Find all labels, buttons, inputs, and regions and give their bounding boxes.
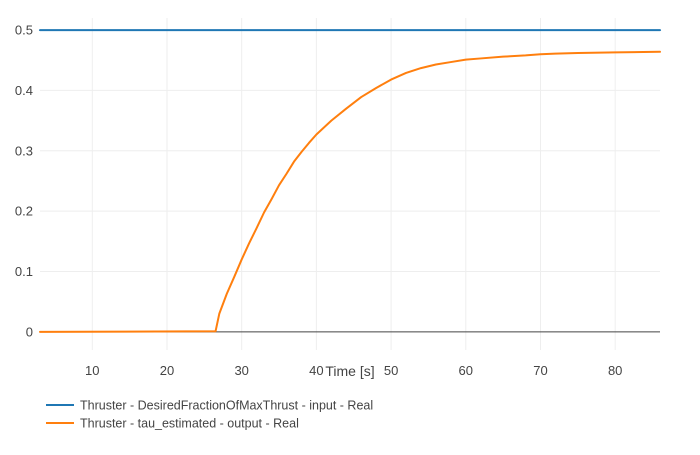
x-tick-label: 80: [608, 363, 622, 378]
legend[interactable]: Thruster - DesiredFractionOfMaxThrust - …: [46, 399, 373, 431]
x-tick-label: 60: [459, 363, 473, 378]
x-tick-label: 30: [234, 363, 248, 378]
x-tick-label: 70: [533, 363, 547, 378]
x-tick-label: 50: [384, 363, 398, 378]
y-tick-label: 0.1: [15, 264, 33, 279]
legend-item-1[interactable]: Thruster - DesiredFractionOfMaxThrust - …: [46, 399, 373, 413]
grid-layer: [40, 18, 660, 350]
x-tick-label: 20: [160, 363, 174, 378]
legend-item-2[interactable]: Thruster - tau_estimated - output - Real: [46, 417, 299, 431]
legend-label: Thruster - tau_estimated - output - Real: [80, 417, 299, 431]
y-tick-label: 0.5: [15, 23, 33, 38]
y-tick-label: 0.3: [15, 143, 33, 158]
tick-layer: 10 20 30 40 50 60 70 80 0 0.1 0.2 0.3 0.4 0.5: [15, 23, 622, 378]
series-line-2: [39, 50, 661, 333]
y-tick-label: 0.4: [15, 83, 33, 98]
x-axis-title: Time [s]: [325, 363, 374, 379]
x-tick-label: 10: [85, 363, 99, 378]
y-tick-label: 0.2: [15, 204, 33, 219]
y-tick-label: 0: [26, 324, 33, 339]
legend-label: Thruster - DesiredFractionOfMaxThrust - …: [80, 399, 373, 413]
series-layer: [39, 29, 661, 333]
x-tick-label: 40: [309, 363, 323, 378]
